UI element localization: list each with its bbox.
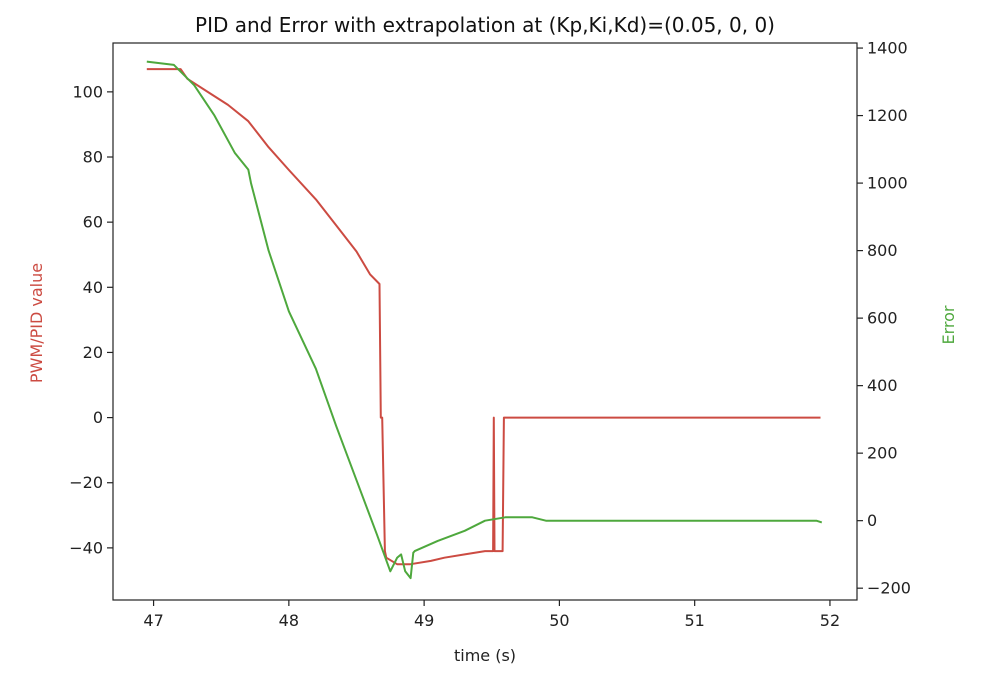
y-left-tick-label: −40 (69, 538, 103, 557)
plot-frame (112, 42, 858, 601)
y-right-tick-label: 600 (867, 309, 898, 328)
y-right-tick-label: 800 (867, 241, 898, 260)
y-right-tick-label: 1400 (867, 39, 908, 58)
x-axis-title: time (s) (454, 646, 516, 665)
x-tick-label: 50 (549, 611, 569, 630)
x-tick-label: 47 (143, 611, 163, 630)
y-left-tick-label: 100 (72, 82, 103, 101)
y-right-tick-label: 0 (867, 511, 877, 530)
x-tick-label: 49 (414, 611, 434, 630)
ticks-layer: 47 48 49 50 51 52100806040200−20−401400120010… (69, 39, 911, 630)
y-left-tick-label: 80 (83, 148, 103, 167)
y-left-tick-label: 20 (83, 343, 103, 362)
x-tick-label: 51 (684, 611, 704, 630)
y-left-tick-label: 40 (83, 278, 103, 297)
pid-series-line (146, 68, 821, 566)
error-series-line (146, 60, 823, 580)
y-right-tick-label: 200 (867, 444, 898, 463)
y-right-tick-label: 1000 (867, 174, 908, 193)
y-right-tick-label: −200 (867, 579, 911, 598)
y-left-tick-label: 0 (93, 408, 103, 427)
left-axis-title: PWM/PID value (27, 263, 46, 383)
chart-title: PID and Error with extrapolation at (Kp,… (195, 13, 775, 37)
y-left-tick-label: −20 (69, 473, 103, 492)
x-tick-label: 52 (820, 611, 840, 630)
y-right-tick-label: 1200 (867, 106, 908, 125)
y-right-tick-label: 400 (867, 376, 898, 395)
x-tick-label: 48 (279, 611, 299, 630)
right-axis-title: Error (939, 305, 958, 344)
plot-layer (146, 60, 823, 580)
y-left-tick-label: 60 (83, 213, 103, 232)
